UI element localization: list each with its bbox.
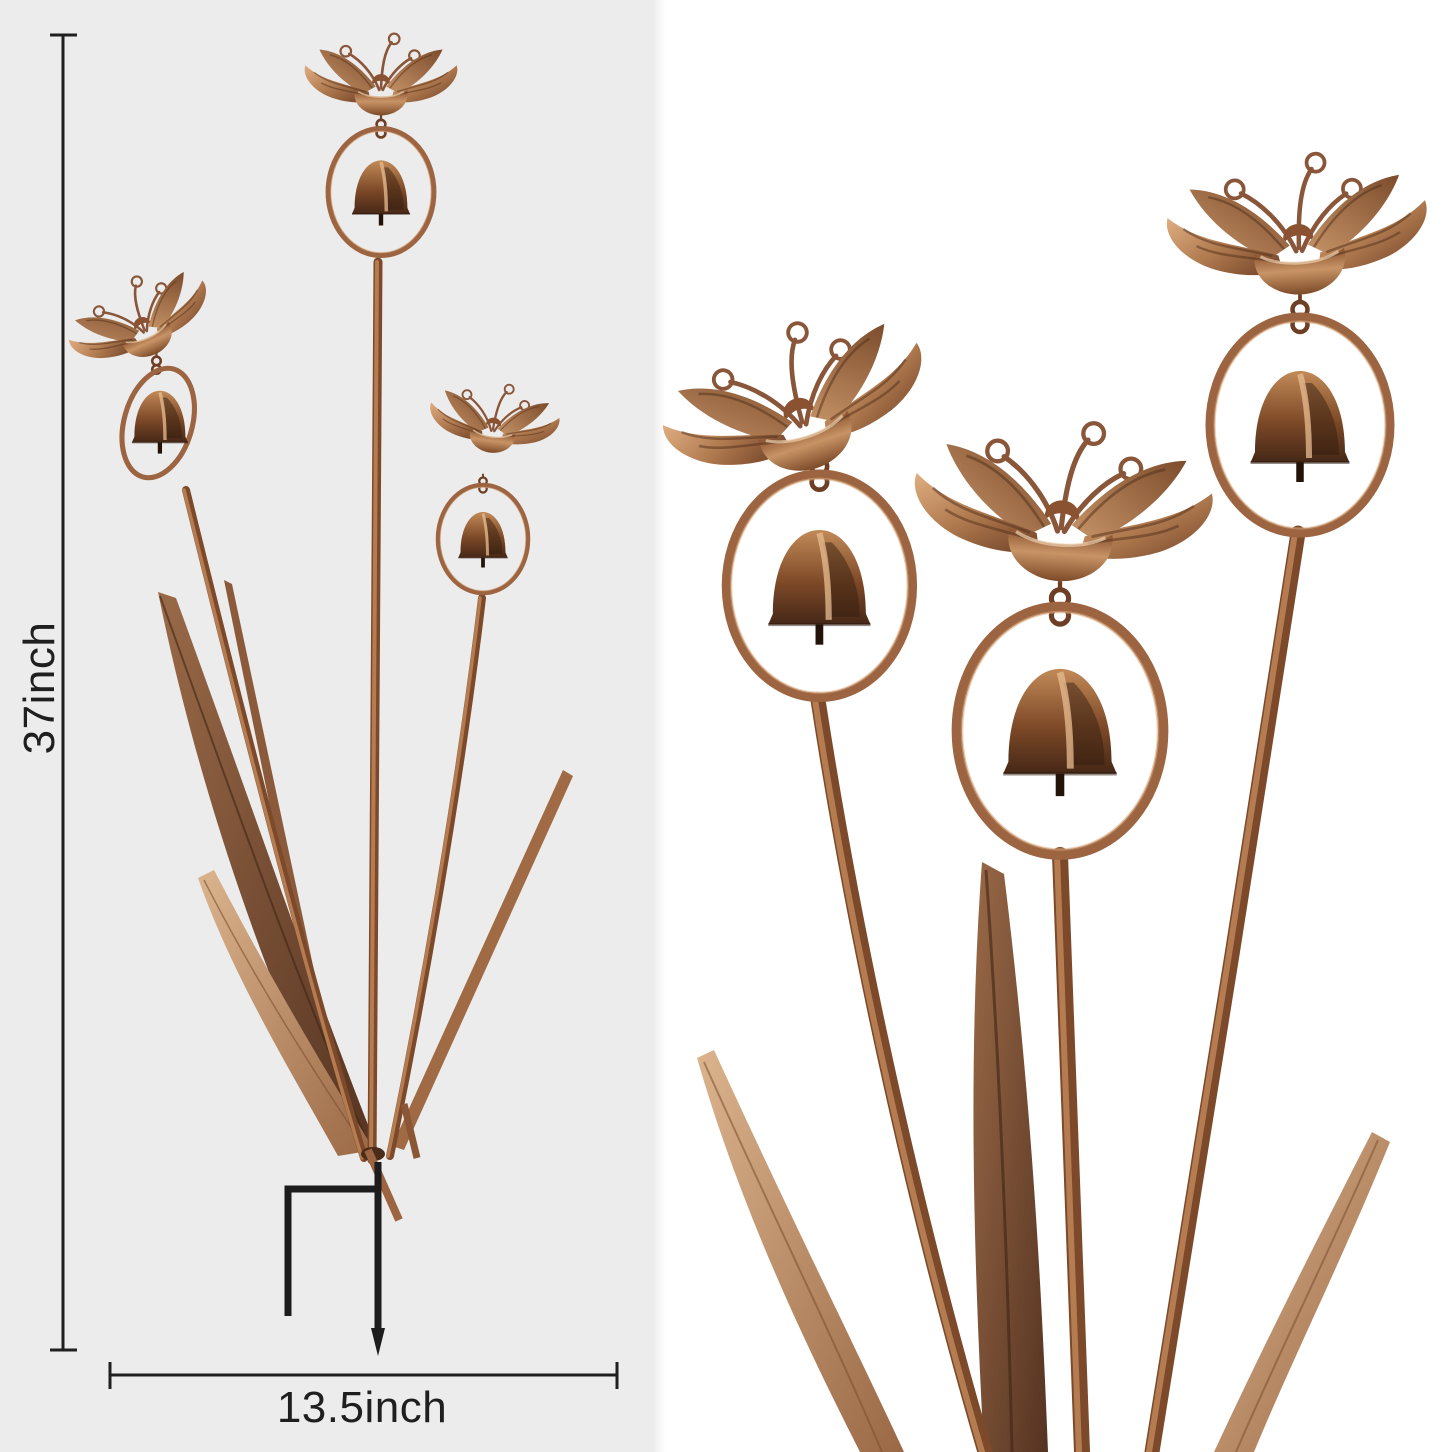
- stem-stub: [364, 1148, 403, 1222]
- width-dimension: [108, 1362, 619, 1389]
- leaf: [392, 770, 573, 1150]
- width-dimension-label: 13.5inch: [277, 1383, 447, 1432]
- leaf: [973, 862, 1048, 1452]
- height-dimension: [50, 33, 77, 1352]
- leaf: [697, 1050, 904, 1452]
- height-dimension-label: 37inch: [15, 622, 64, 755]
- leaf-blades-closeup: [697, 862, 1390, 1452]
- stems: [182, 257, 486, 1165]
- stem: [386, 594, 486, 1160]
- stem: [182, 486, 368, 1162]
- ground-stake: [284, 1162, 385, 1356]
- left-panel-background: [0, 0, 653, 1452]
- leaf: [198, 870, 374, 1156]
- stem-stub: [400, 1103, 421, 1159]
- stake-tip: [371, 1328, 385, 1356]
- panel-divider: [653, 0, 665, 1452]
- left-panel: 37inch 13.5inch: [15, 32, 619, 1432]
- right-panel: [645, 146, 1432, 1452]
- stems-closeup: [810, 525, 1306, 1452]
